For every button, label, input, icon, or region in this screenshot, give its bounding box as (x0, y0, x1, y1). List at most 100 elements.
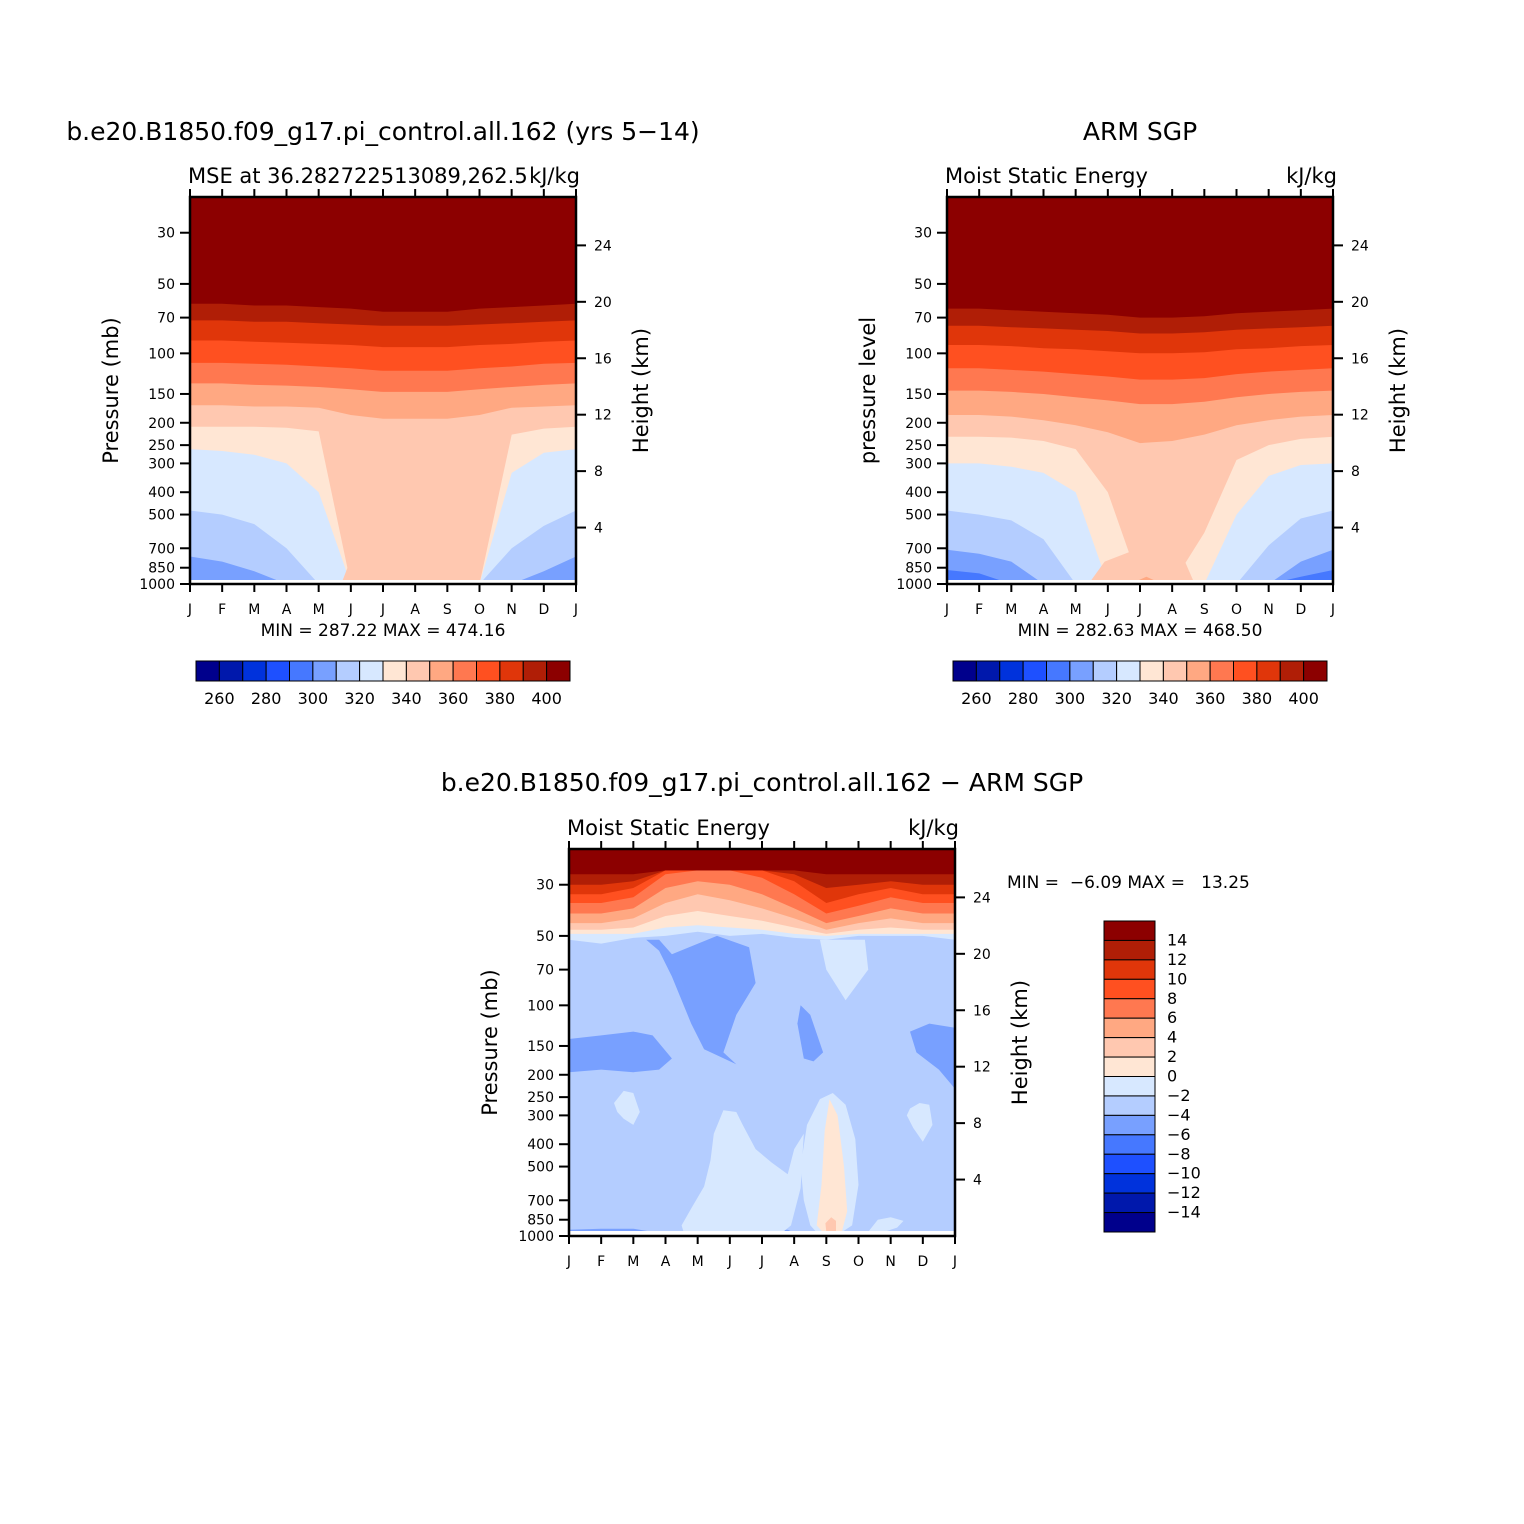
colorbar-swatch (476, 660, 501, 682)
panel-subtitle-right: kJ/kg (529, 164, 580, 188)
colorbar-swatch (1103, 1056, 1156, 1077)
colorbar-swatch (1103, 978, 1156, 1000)
contour-region-7 (681, 1110, 804, 1236)
x-tick-label: D (538, 602, 549, 618)
x-tick-label: J (380, 602, 385, 618)
y-tick-label: 700 (905, 541, 932, 557)
y-tick-label: 70 (157, 311, 175, 327)
contour-band-320 (947, 510, 1333, 584)
colorbar-label: −8 (1167, 1144, 1191, 1163)
contour-region-0 (646, 935, 756, 1065)
colorbar-swatch (1103, 1173, 1156, 1194)
x-tick-label: S (1200, 602, 1209, 618)
surface-gap (190, 580, 576, 584)
colorbar-swatch (999, 660, 1024, 682)
x-tick-label: D (917, 1254, 928, 1270)
y-tick-label: 700 (527, 1193, 554, 1209)
x-tick-label: O (853, 1254, 864, 1270)
colorbar-swatch (1256, 660, 1281, 682)
colorbar-swatch (452, 660, 477, 682)
y-tick-label: 400 (148, 485, 175, 501)
x-tick-label: M (313, 602, 325, 618)
colorbar-swatch (952, 660, 977, 682)
colorbar: 260 280 300 320 340 360 380 400 (952, 660, 1328, 708)
colorbar-label: −12 (1167, 1183, 1201, 1202)
colorbar-label: 360 (438, 689, 469, 708)
contour-region-1 (569, 1031, 672, 1073)
colorbar-swatch (975, 660, 1001, 682)
y-axis-label: Pressure (mb) (99, 317, 123, 464)
colorbar-label: 340 (391, 689, 422, 708)
panel-subtitle-left: MSE at 36.282722513089,262.5 (188, 164, 528, 188)
colorbar-swatch (1103, 1095, 1156, 1116)
colorbar-swatch (1209, 660, 1234, 682)
x-tick-label: A (1167, 602, 1177, 618)
colorbar-label: 380 (485, 689, 516, 708)
y-right-tick-label: 16 (594, 351, 612, 367)
contour-band-320 (190, 510, 576, 584)
colorbar-swatch (359, 660, 384, 682)
x-tick-label: J (952, 1254, 957, 1270)
contour-field (569, 849, 955, 1236)
y-right-tick-label: 8 (973, 1116, 982, 1132)
y-tick-label: 70 (914, 311, 932, 327)
x-tick-label: A (410, 602, 420, 618)
colorbar-label: 14 (1167, 930, 1187, 949)
y-right-tick-label: 12 (594, 408, 612, 424)
y-right-tick-label: 4 (594, 521, 603, 537)
panel-arm-sgp-mse: J F M A M J J A S O N D J 30 50 70 100 150 200 250 300 400 500… (856, 117, 1410, 708)
colorbar-label: 280 (251, 689, 282, 708)
y-tick-label: 1000 (139, 577, 175, 593)
colorbar-swatch (289, 660, 314, 682)
colorbar-swatch (1233, 660, 1258, 682)
y-right-axis-label: Height (km) (1386, 328, 1410, 453)
colorbar-label: 400 (1288, 689, 1319, 708)
colorbar-swatch (1103, 1192, 1156, 1214)
y-right-tick-label: 12 (1351, 408, 1369, 424)
panel-subtitle-right: kJ/kg (1286, 164, 1337, 188)
x-tick-label: D (1295, 602, 1306, 618)
colorbar-swatch (1186, 660, 1211, 682)
x-tick-label: J (1330, 602, 1335, 618)
y-tick-label: 30 (157, 226, 175, 242)
y-tick-label: 30 (536, 878, 554, 894)
x-tick-label: A (661, 1254, 671, 1270)
y-axis-label: Pressure (mb) (478, 969, 502, 1116)
colorbar-swatch (1103, 920, 1156, 941)
colorbar-swatch (1303, 660, 1328, 682)
colorbar-swatch (265, 660, 290, 682)
colorbar-swatch (1116, 660, 1141, 682)
colorbar-label: 8 (1167, 989, 1177, 1008)
colorbar-swatch (1103, 1037, 1156, 1058)
y-tick-label: 250 (905, 438, 932, 454)
colorbar-swatch (1279, 660, 1305, 682)
x-tick-label: J (348, 602, 353, 618)
colorbar-swatch (1022, 660, 1047, 682)
x-tick-label: F (975, 602, 983, 618)
x-tick-label: O (474, 602, 485, 618)
x-tick-label: M (1005, 602, 1017, 618)
colorbar-swatch (1103, 998, 1156, 1019)
x-tick-label: J (1137, 602, 1142, 618)
y-right-tick-label: 4 (1351, 521, 1360, 537)
colorbar-swatch (312, 660, 337, 682)
colorbar-swatch (405, 660, 431, 682)
colorbar-label: 260 (961, 689, 992, 708)
colorbar-swatch (546, 660, 571, 682)
y-tick-label: 500 (527, 1160, 554, 1176)
contour-region-2 (797, 1005, 824, 1062)
y-tick-label: 100 (527, 998, 554, 1014)
y-tick-label: 200 (905, 416, 932, 432)
y-tick-label: 30 (914, 226, 932, 242)
y-tick-label: 150 (527, 1039, 554, 1055)
x-tick-label: A (789, 1254, 799, 1270)
contour-region-5 (819, 939, 869, 1001)
colorbar-label: 280 (1008, 689, 1039, 708)
colorbar-label: −2 (1167, 1086, 1191, 1105)
x-tick-label: J (759, 1254, 764, 1270)
colorbar-swatch (1103, 1153, 1156, 1175)
y-right-tick-label: 20 (1351, 295, 1369, 311)
colorbar-label: −6 (1167, 1125, 1191, 1144)
contour-region-3 (910, 1023, 955, 1089)
contour-top-band-14 (569, 849, 955, 875)
